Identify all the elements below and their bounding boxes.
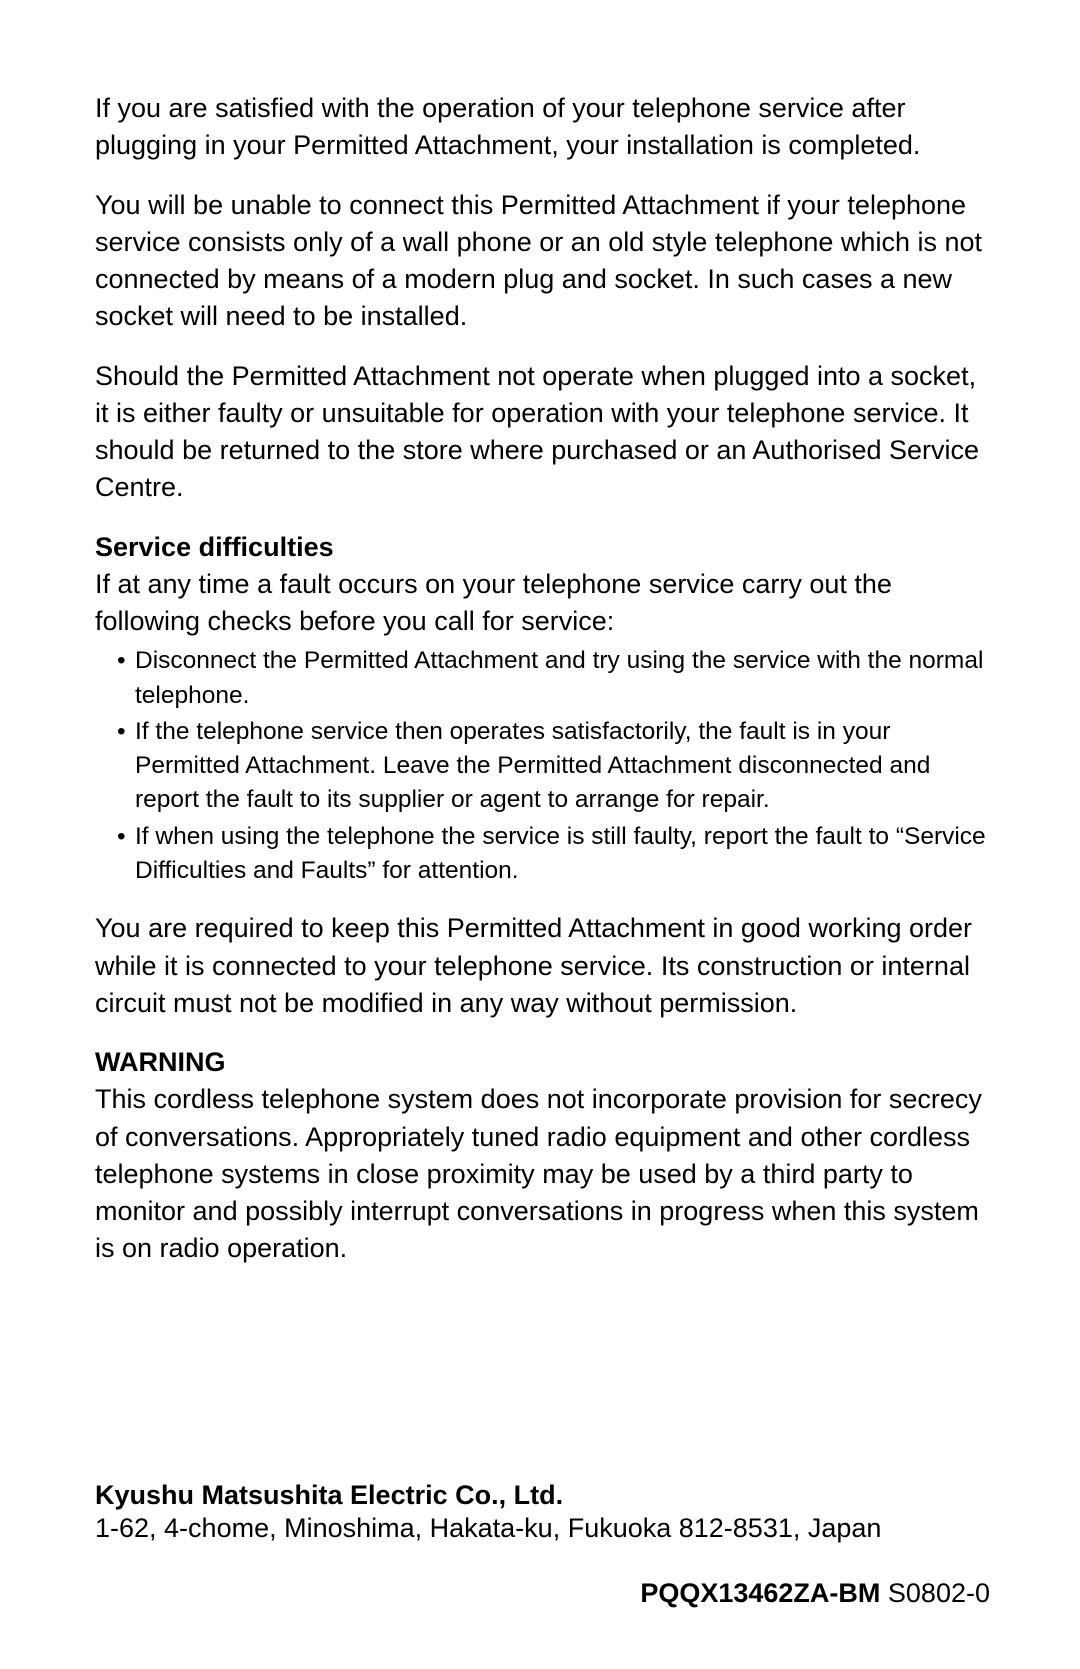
paragraph-2: You will be unable to connect this Permi… bbox=[95, 187, 990, 336]
service-heading: Service difficulties bbox=[95, 529, 990, 566]
service-outro: You are required to keep this Permitted … bbox=[95, 910, 990, 1022]
warning-text: This cordless telephone system does not … bbox=[95, 1081, 990, 1267]
list-item: If when using the telephone the service … bbox=[117, 820, 990, 889]
docnum-code: PQQX13462ZA-BM bbox=[640, 1578, 880, 1608]
service-intro: If at any time a fault occurs on your te… bbox=[95, 566, 990, 641]
list-item: If the telephone service then operates s… bbox=[117, 715, 990, 818]
company-address: 1-62, 4-chome, Minoshima, Hakata-ku, Fuk… bbox=[95, 1513, 990, 1544]
company-name: Kyushu Matsushita Electric Co., Ltd. bbox=[95, 1480, 990, 1511]
warning-section: WARNING This cordless telephone system d… bbox=[95, 1044, 990, 1268]
document-body: If you are satisfied with the operation … bbox=[95, 90, 990, 1268]
list-item: Disconnect the Permitted Attachment and … bbox=[117, 644, 990, 713]
paragraph-3: Should the Permitted Attachment not oper… bbox=[95, 358, 990, 507]
warning-heading: WARNING bbox=[95, 1044, 990, 1081]
document-number: PQQX13462ZA-BM S0802-0 bbox=[95, 1578, 990, 1609]
docnum-suffix: S0802-0 bbox=[880, 1578, 990, 1608]
footer: Kyushu Matsushita Electric Co., Ltd. 1-6… bbox=[95, 1480, 990, 1609]
service-section: Service difficulties If at any time a fa… bbox=[95, 529, 990, 1023]
service-list: Disconnect the Permitted Attachment and … bbox=[95, 644, 990, 888]
paragraph-1: If you are satisfied with the operation … bbox=[95, 90, 990, 165]
